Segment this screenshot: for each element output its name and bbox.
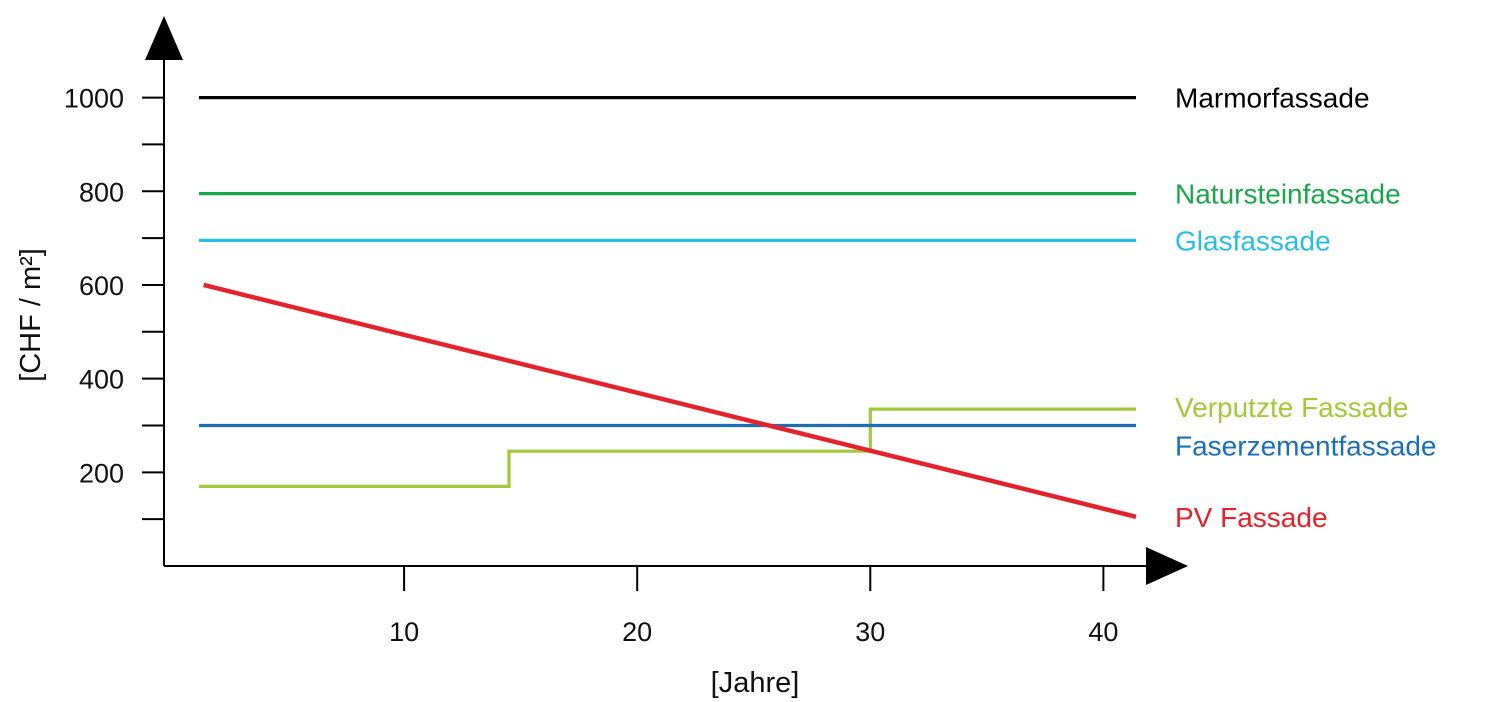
- series-label-marmorfassade: Marmorfassade: [1175, 83, 1370, 114]
- series-label-natursteinfassade: Natursteinfassade: [1175, 179, 1401, 210]
- y-tick-label: 400: [79, 365, 124, 395]
- ticks-layer: 200 400 600 800 1000 10 20 30 40: [64, 84, 1118, 647]
- x-axis-title: [Jahre]: [711, 667, 800, 699]
- y-tick-label: 800: [79, 177, 124, 207]
- x-tick-label: 10: [389, 617, 419, 647]
- x-tick-label: 30: [855, 617, 885, 647]
- series-label-glasfassade: Glasfassade: [1175, 225, 1331, 256]
- y-tick-label: 600: [79, 271, 124, 301]
- series-label-pv-fassade: PV Fassade: [1175, 502, 1328, 533]
- x-axis-arrow-icon: [1146, 547, 1188, 585]
- series-label-faserzementfassade: Faserzementfassade: [1175, 430, 1436, 461]
- x-tick-label: 20: [622, 617, 652, 647]
- series-line-pv-fassade: [203, 282, 1137, 519]
- series-label-verputzte-fassade: Verputzte Fassade: [1175, 392, 1408, 423]
- series-line-verputzte-fassade: [199, 407, 1136, 488]
- series-layer: [199, 95, 1137, 519]
- y-tick-label: 200: [79, 458, 124, 488]
- x-tick-label: 40: [1088, 617, 1118, 647]
- y-axis-title: [CHF / m²]: [15, 248, 47, 382]
- series-labels-layer: Marmorfassade Natursteinfassade Glasfassad…: [1175, 83, 1436, 533]
- y-axis-arrow-icon: [145, 16, 183, 60]
- axes-layer: [145, 16, 1188, 585]
- y-tick-label: 1000: [64, 84, 124, 114]
